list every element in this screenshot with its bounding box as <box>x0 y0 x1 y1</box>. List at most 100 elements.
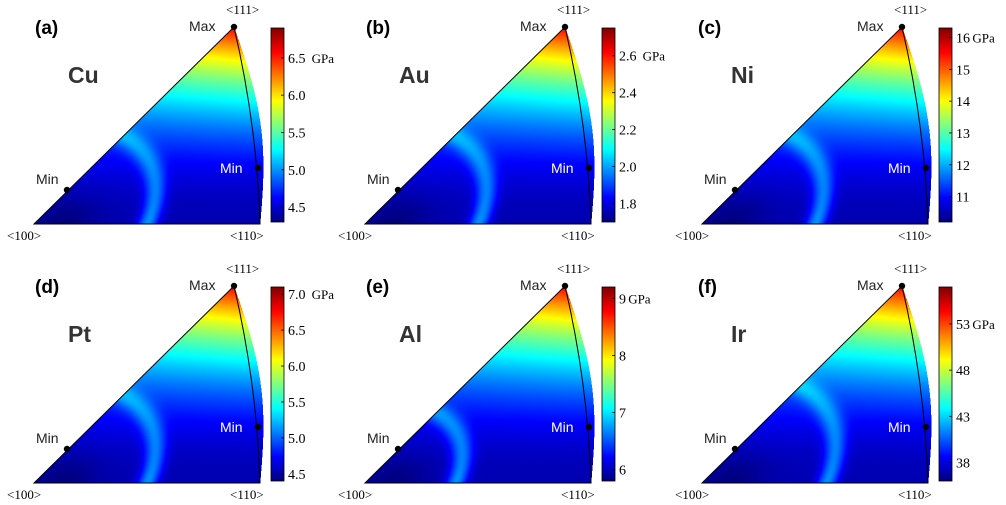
colorbar-tick-label: 2.2 <box>619 124 637 139</box>
direction-111-label: <111> <box>557 2 590 17</box>
direction-111-label: <111> <box>557 261 590 276</box>
colorbar-unit-label: GPa <box>972 317 995 332</box>
min-label: Min <box>220 419 243 435</box>
colorbar-tick-label: 5.5 <box>288 396 306 411</box>
colorbar-tick-label: 5.0 <box>288 432 306 447</box>
direction-111-label: <111> <box>894 2 927 17</box>
direction-110-label: <110> <box>230 487 264 502</box>
direction-110-label: <110> <box>561 487 595 502</box>
min-label: Min <box>36 171 59 187</box>
direction-111-label: <111> <box>226 261 259 276</box>
max-point <box>561 282 569 290</box>
element-label: Au <box>399 62 430 88</box>
colorbar-tick-label: 6.5 <box>288 52 306 67</box>
stereographic-triangle-outline <box>700 26 929 225</box>
stereographic-triangle-outline <box>363 285 592 484</box>
colorbar-tick-label: 7.0 <box>288 288 306 303</box>
max-label: Max <box>857 277 883 293</box>
colorbar <box>270 286 285 482</box>
max-label: Max <box>857 18 883 34</box>
colorbar <box>601 27 616 223</box>
colorbar-tick-label: 5.0 <box>288 164 306 179</box>
direction-110-label: <110> <box>561 228 595 243</box>
min-point-110-side <box>922 423 930 431</box>
min-label: Min <box>888 160 911 176</box>
colorbar <box>938 27 953 223</box>
min-point-100-side <box>63 445 71 453</box>
max-point <box>898 23 906 31</box>
colorbar-tick-label: 2.0 <box>619 161 637 176</box>
direction-110-label: <110> <box>898 228 932 243</box>
panel-pt: (d) Pt <100> <110> <111> Max Min Min 4.5 5.0 5.5 6.… <box>7 261 334 502</box>
panel-ni: (c) Ni <100> <110> <111> Max Min Min 11 12 13 14 15 1… <box>675 2 995 243</box>
colorbar-tick-label: 16 <box>956 32 970 47</box>
colorbar-tick-label: 38 <box>956 457 970 472</box>
min-point-100-side <box>394 186 402 194</box>
colorbar-tick-label: 4.5 <box>288 468 306 483</box>
element-label: Cu <box>68 62 99 88</box>
element-label: Ni <box>731 62 754 88</box>
max-point <box>898 282 906 290</box>
element-label: Al <box>399 321 422 347</box>
min-point-110-side <box>585 164 593 172</box>
colorbar-tick-label: 4.5 <box>288 201 306 216</box>
min-label: Min <box>367 430 390 446</box>
max-point <box>561 23 569 31</box>
min-label: Min <box>704 430 727 446</box>
panel-label: (c) <box>698 18 721 39</box>
colorbar <box>938 286 953 482</box>
stereographic-triangle-outline <box>32 285 261 484</box>
min-point-110-side <box>254 423 262 431</box>
colorbar-unit-label: GPa <box>312 51 335 66</box>
colorbar-tick-label: 43 <box>956 410 970 425</box>
min-point-110-side <box>585 423 593 431</box>
direction-100-label: <100> <box>338 228 372 243</box>
colorbar-tick-label: 53 <box>956 318 970 333</box>
colorbar-tick-label: 15 <box>956 63 970 78</box>
min-label: Min <box>36 430 59 446</box>
min-label: Min <box>888 419 911 435</box>
colorbar <box>270 27 285 223</box>
colorbar-tick-label: 6.0 <box>288 360 306 375</box>
panel-cu: (a) Cu <100> <110> <111> Max Min Min 4.5 5.0 5.5 6.… <box>7 2 334 243</box>
min-label: Min <box>220 160 243 176</box>
colorbar-tick-label: 13 <box>956 127 970 142</box>
direction-100-label: <100> <box>338 487 372 502</box>
panel-label: (f) <box>698 277 717 298</box>
colorbar-tick-label: 5.5 <box>288 126 306 141</box>
stereographic-triangle-outline <box>700 285 929 484</box>
direction-100-label: <100> <box>675 487 709 502</box>
direction-111-label: <111> <box>226 2 259 17</box>
colorbar-tick-label: 1.8 <box>619 198 637 213</box>
colorbar-tick-label: 48 <box>956 364 970 379</box>
stereographic-triangle-outline <box>32 26 261 225</box>
colorbar-unit-label: GPa <box>643 49 666 64</box>
colorbar-tick-label: 2.6 <box>619 50 637 65</box>
max-label: Max <box>520 18 546 34</box>
min-point-100-side <box>63 186 71 194</box>
colorbar <box>601 286 616 482</box>
min-point-100-side <box>731 445 739 453</box>
colorbar-tick-label: 11 <box>956 191 969 206</box>
colorbar-unit-label: GPa <box>972 31 995 46</box>
panel-au: (b) Au <100> <110> <111> Max Min Min 1.8 2.0 2.2 2.… <box>338 2 665 243</box>
colorbar-tick-label: 8 <box>619 349 626 364</box>
panel-al: (e) Al <100> <110> <111> Max Min Min 6 7 8 9 GPa <box>338 261 651 502</box>
direction-110-label: <110> <box>230 228 264 243</box>
max-label: Max <box>520 277 546 293</box>
panel-label: (b) <box>366 18 390 39</box>
colorbar-tick-label: 2.4 <box>619 87 637 102</box>
min-label: Min <box>704 171 727 187</box>
direction-111-label: <111> <box>894 261 927 276</box>
element-label: Pt <box>68 321 91 347</box>
direction-100-label: <100> <box>7 487 41 502</box>
min-point-110-side <box>922 164 930 172</box>
max-label: Max <box>189 18 215 34</box>
min-point-110-side <box>254 164 262 172</box>
min-label: Min <box>367 171 390 187</box>
colorbar-tick-label: 12 <box>956 159 970 174</box>
direction-100-label: <100> <box>7 228 41 243</box>
min-point-100-side <box>394 445 402 453</box>
min-point-100-side <box>731 186 739 194</box>
